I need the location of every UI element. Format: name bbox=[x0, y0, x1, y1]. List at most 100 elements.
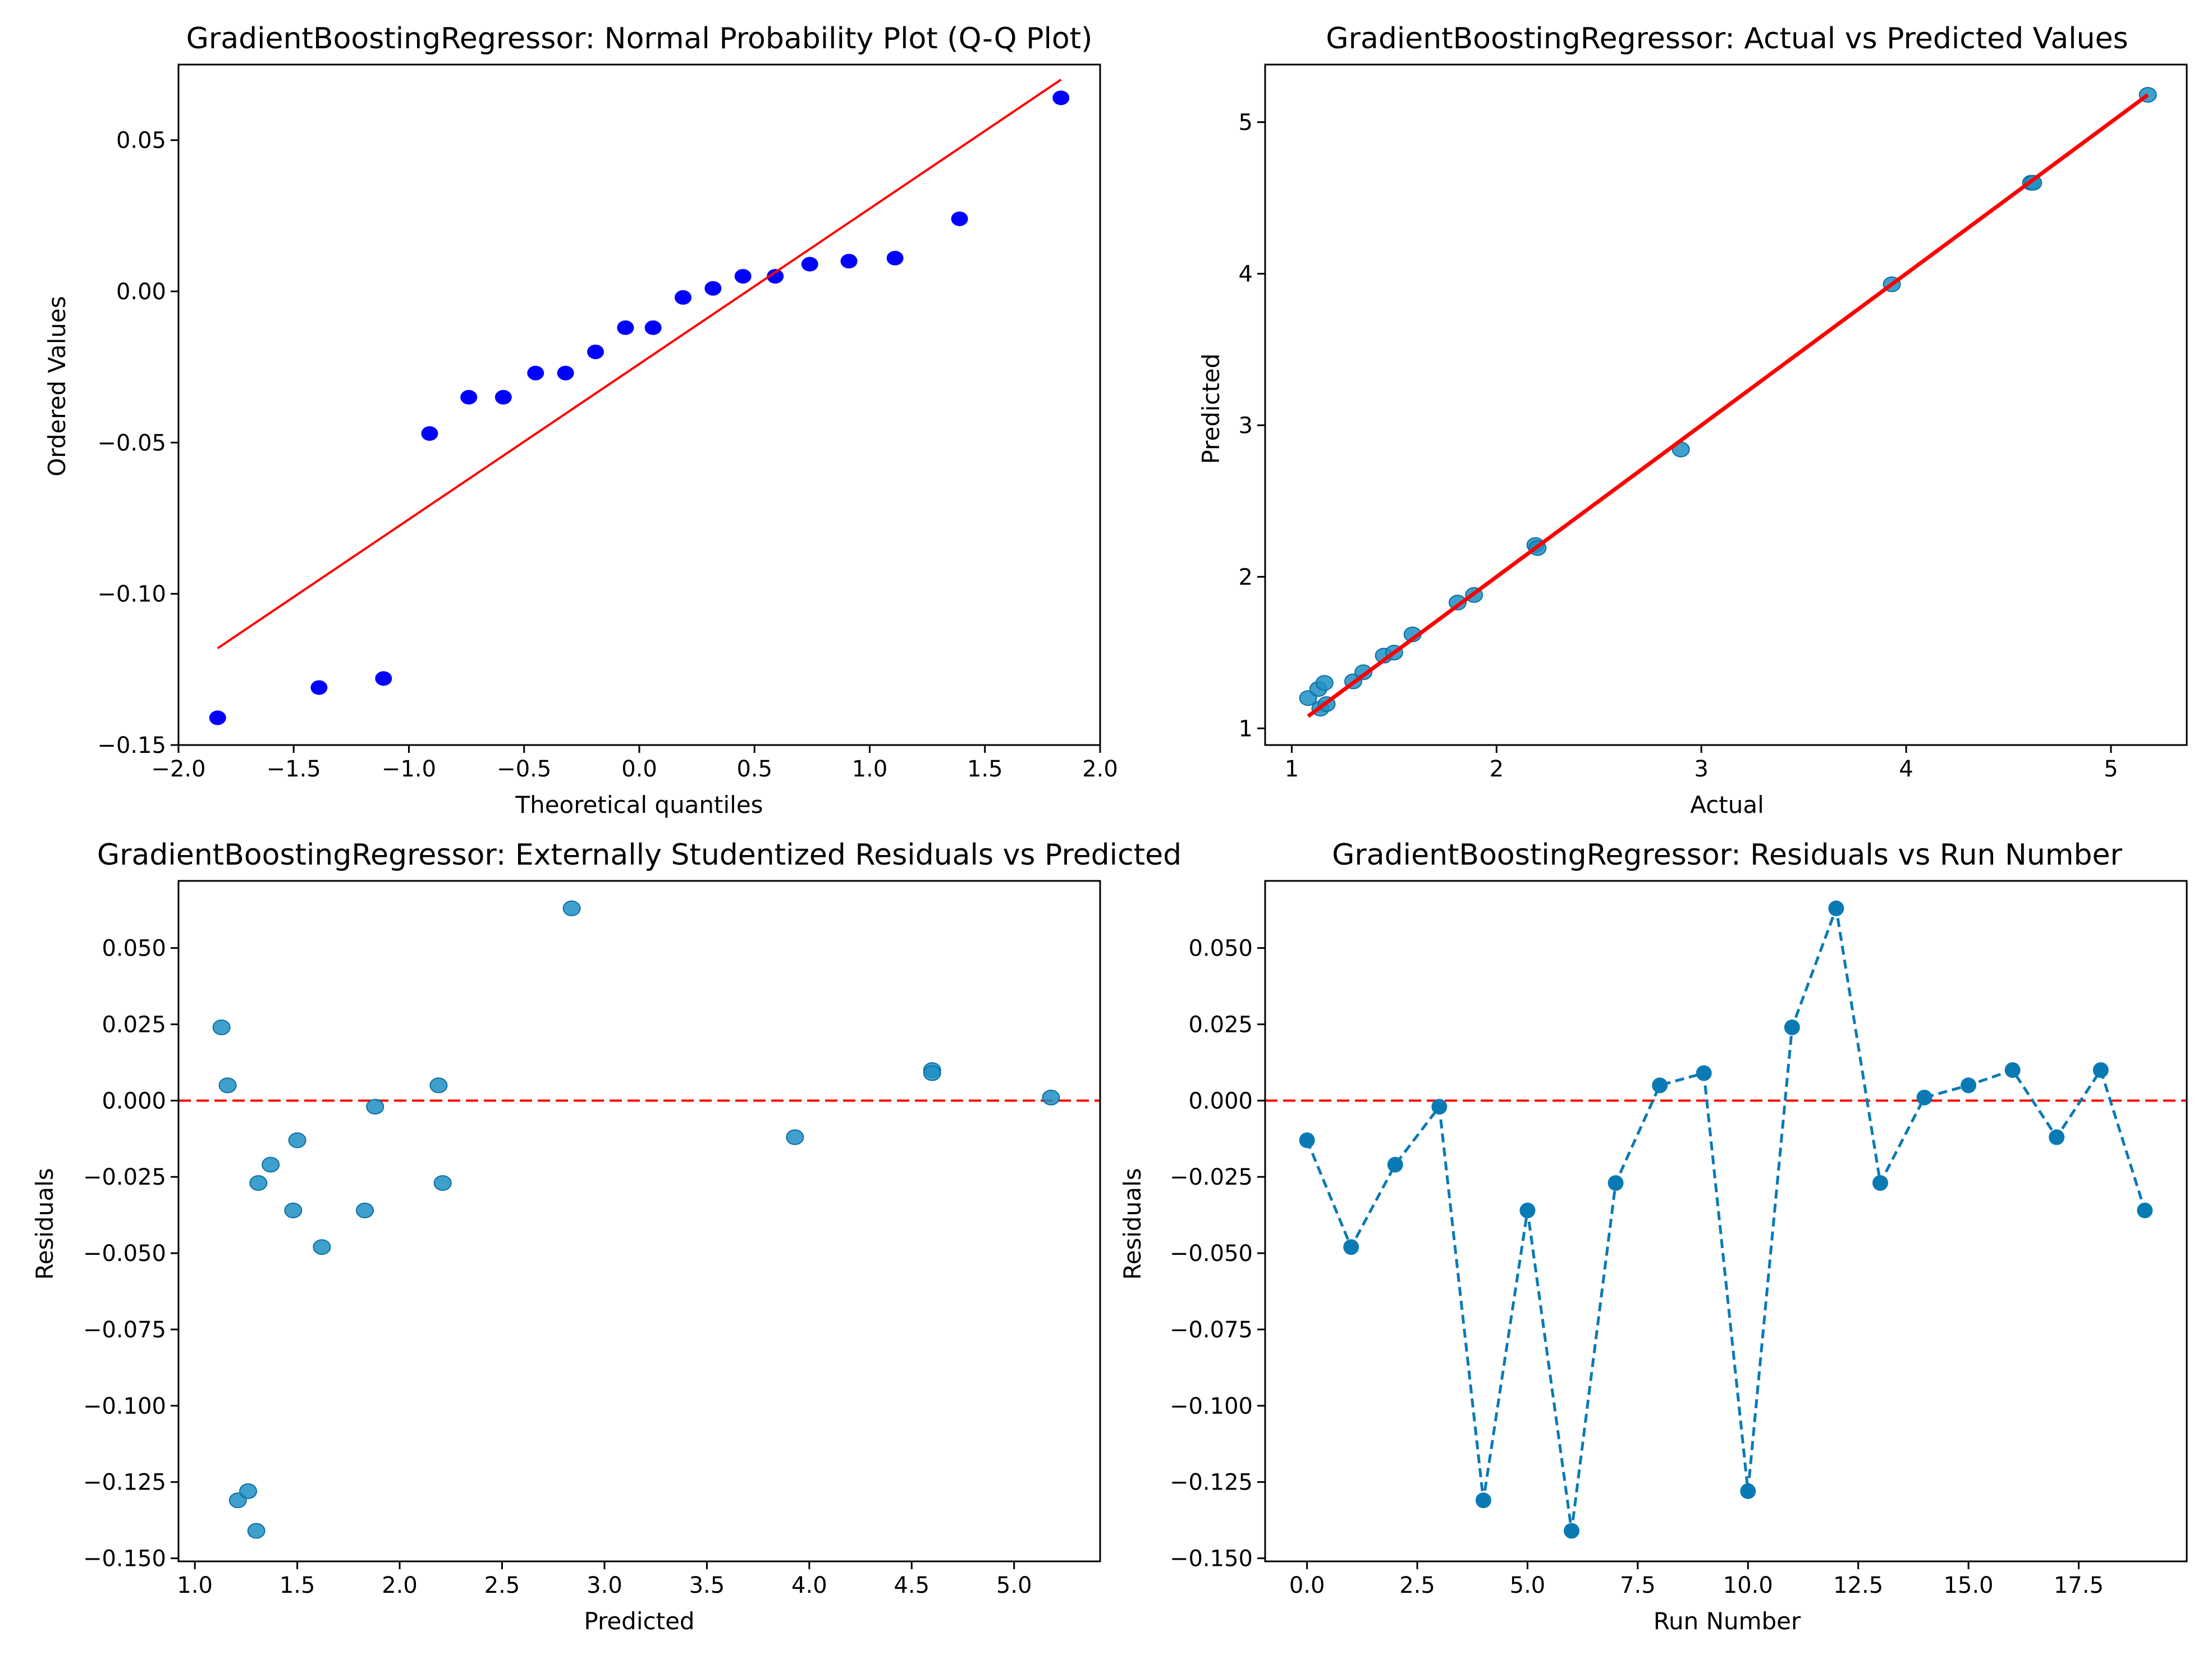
run-xtick-label: 15.0 bbox=[1944, 1573, 1994, 1598]
avp-point bbox=[2024, 175, 2042, 191]
svp-xtick-label: 4.0 bbox=[791, 1573, 827, 1598]
panel-actual-vs-predicted: GradientBoostingRegressor: Actual vs Pre… bbox=[1197, 22, 2188, 819]
svp-ytick-label: −0.150 bbox=[83, 1546, 166, 1572]
qq-point bbox=[674, 290, 691, 305]
qq-point bbox=[886, 250, 904, 266]
qq-point bbox=[310, 680, 328, 695]
qq-point bbox=[494, 390, 512, 405]
run-ytick-label: −0.125 bbox=[1170, 1470, 1253, 1496]
panel-residuals-run-number: GradientBoostingRegressor: Residuals vs … bbox=[1119, 838, 2188, 1635]
svp-point bbox=[212, 1019, 231, 1035]
svp-xtick-label: 1.0 bbox=[177, 1573, 213, 1598]
svp-xlabel: Predicted bbox=[584, 1607, 694, 1635]
qq-point bbox=[587, 344, 604, 359]
qq-xtick-label: −1.5 bbox=[267, 756, 321, 782]
qq-xtick-label: 2.0 bbox=[1082, 756, 1118, 782]
run-point bbox=[1343, 1239, 1359, 1255]
svp-ytick-label: −0.050 bbox=[83, 1241, 166, 1267]
avp-xtick-label: 3 bbox=[1694, 756, 1708, 782]
svp-ytick-label: −0.025 bbox=[83, 1164, 166, 1190]
svp-ytick-label: 0.025 bbox=[102, 1012, 166, 1038]
svp-point bbox=[429, 1077, 448, 1094]
run-point bbox=[1299, 1132, 1315, 1148]
avp-x-axis-ticks: 1 2 3 4 5 bbox=[1285, 745, 2118, 782]
qq-ytick-label: 0.00 bbox=[116, 279, 166, 305]
run-xtick-label: 17.5 bbox=[2054, 1573, 2104, 1598]
svp-point bbox=[786, 1129, 804, 1145]
qq-ytick-label: −0.15 bbox=[97, 733, 166, 759]
svp-xtick-label: 4.5 bbox=[894, 1573, 929, 1598]
run-point bbox=[1387, 1157, 1403, 1173]
svp-ylabel: Residuals bbox=[31, 1168, 58, 1280]
avp-xtick-label: 4 bbox=[1899, 756, 1913, 782]
qq-point bbox=[375, 671, 392, 686]
run-point bbox=[1519, 1202, 1536, 1218]
avp-ytick-label: 1 bbox=[1239, 716, 1253, 742]
qq-point bbox=[1052, 90, 1070, 106]
svp-point bbox=[249, 1175, 268, 1191]
run-xtick-label: 2.5 bbox=[1399, 1573, 1435, 1598]
run-point bbox=[1784, 1019, 1800, 1035]
svp-xtick-label: 1.5 bbox=[280, 1573, 315, 1598]
qq-point bbox=[209, 710, 226, 725]
qq-point bbox=[951, 211, 968, 226]
qq-point bbox=[617, 320, 634, 335]
avp-xlabel: Actual bbox=[1690, 791, 1764, 819]
avp-xtick-label: 5 bbox=[2104, 756, 2118, 782]
run-point bbox=[1564, 1523, 1580, 1539]
avp-point bbox=[1354, 664, 1373, 680]
svp-point bbox=[284, 1202, 303, 1218]
run-xtick-label: 10.0 bbox=[1723, 1573, 1773, 1598]
qq-xtick-label: −2.0 bbox=[151, 756, 205, 782]
qq-point bbox=[644, 320, 662, 335]
run-ytick-label: −0.025 bbox=[1170, 1164, 1253, 1190]
svp-axes-frame bbox=[177, 880, 1101, 1562]
run-ytick-label: −0.075 bbox=[1170, 1317, 1253, 1343]
qq-ylabel: Ordered Values bbox=[43, 296, 71, 477]
qq-ytick-label: −0.10 bbox=[97, 582, 166, 607]
svp-point bbox=[313, 1239, 331, 1255]
avp-axes-frame bbox=[1264, 63, 2188, 746]
svp-point bbox=[366, 1099, 384, 1115]
avp-ytick-label: 2 bbox=[1239, 564, 1253, 590]
run-point bbox=[1961, 1077, 1977, 1094]
qq-point bbox=[767, 269, 784, 284]
qq-axes-frame bbox=[177, 63, 1101, 746]
run-series-line bbox=[1306, 903, 2146, 1531]
qq-xtick-label: −0.5 bbox=[497, 756, 551, 782]
qq-xtick-label: 0.5 bbox=[736, 756, 772, 782]
qq-y-axis-ticks: −0.15 −0.10 −0.05 0.00 0.05 bbox=[97, 128, 178, 759]
avp-point bbox=[1315, 675, 1334, 691]
svp-point bbox=[433, 1175, 452, 1191]
run-point bbox=[1916, 1089, 1932, 1105]
svp-point bbox=[288, 1132, 306, 1148]
svp-point bbox=[239, 1483, 258, 1499]
svp-point bbox=[1042, 1089, 1060, 1105]
run-ytick-label: −0.100 bbox=[1170, 1393, 1253, 1419]
qq-xtick-label: −1.0 bbox=[382, 756, 436, 782]
svp-point bbox=[218, 1077, 237, 1094]
svp-xtick-label: 5.0 bbox=[996, 1573, 1032, 1598]
svp-xtick-label: 2.0 bbox=[382, 1573, 418, 1598]
run-axes-frame bbox=[1264, 880, 2188, 1562]
svp-ytick-label: 0.000 bbox=[102, 1088, 166, 1114]
run-points bbox=[1299, 900, 2153, 1539]
qq-ytick-label: −0.05 bbox=[97, 430, 166, 456]
qq-points bbox=[209, 90, 1070, 725]
run-point bbox=[1652, 1077, 1668, 1094]
avp-xtick-label: 2 bbox=[1490, 756, 1504, 782]
qq-xtick-label: 0.0 bbox=[621, 756, 657, 782]
qq-point bbox=[460, 390, 478, 405]
qq-x-axis-ticks: −2.0 −1.5 −1.0 −0.5 0.0 0.5 1.0 1.5 2.0 bbox=[151, 745, 1118, 782]
run-ytick-label: 0.025 bbox=[1188, 1012, 1253, 1038]
avp-y-axis-ticks: 1 2 3 4 5 bbox=[1239, 110, 1265, 742]
qq-xtick-label: 1.0 bbox=[852, 756, 888, 782]
qq-title: GradientBoostingRegressor: Normal Probab… bbox=[186, 22, 1093, 56]
svp-xtick-label: 3.5 bbox=[689, 1573, 725, 1598]
svp-point bbox=[562, 900, 581, 916]
run-xlabel: Run Number bbox=[1654, 1607, 1801, 1635]
run-x-axis-ticks: 0.0 2.5 5.0 7.5 10.0 12.5 15.0 17.5 bbox=[1289, 1561, 2104, 1598]
qq-xtick-label: 1.5 bbox=[967, 756, 1003, 782]
